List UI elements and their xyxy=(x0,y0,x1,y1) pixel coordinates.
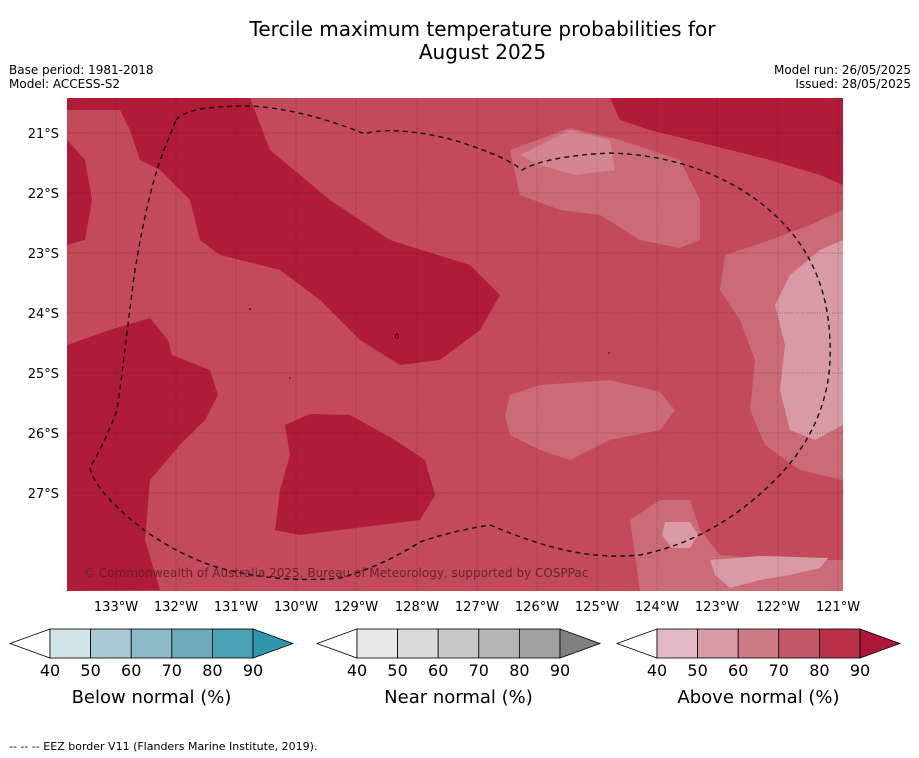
left-metadata: Base period: 1981-2018 Model: ACCESS-S2 xyxy=(9,63,154,91)
graticule xyxy=(67,98,843,591)
lon-label: 121°W xyxy=(816,600,860,615)
eez-border xyxy=(89,105,831,581)
colorbar-extend-low xyxy=(615,628,658,659)
colorbar-segment xyxy=(211,628,254,659)
copyright-notice: © Commonwealth of Australia 2025, Bureau… xyxy=(83,566,588,580)
model-name: Model: ACCESS-S2 xyxy=(9,77,121,91)
colorbar-label: Below normal (%) xyxy=(72,687,232,708)
colorbar-segment xyxy=(397,628,439,659)
colorbar-tick-label: 90 xyxy=(850,661,870,680)
colorbar: 40 50 60 70 80 90 Below normal (%) xyxy=(8,628,295,708)
field-60-70-mid xyxy=(505,380,675,460)
field-50-60-spot xyxy=(662,522,698,548)
colorbar-segment xyxy=(697,628,739,659)
colorbar-tick-label: 60 xyxy=(121,661,141,680)
colorbars: 40 50 60 70 80 90 Below normal (%) 40 50 60 70 80 90… xyxy=(8,628,902,708)
field-80-90-south xyxy=(275,414,435,535)
lon-label: 123°W xyxy=(695,600,739,615)
title-line-1: Tercile maximum temperature probabilitie… xyxy=(249,17,716,41)
colorbar-segment xyxy=(437,628,480,659)
colorbar-extend-high xyxy=(252,628,295,659)
colorbar-extend-high xyxy=(559,628,602,659)
field-70-80-spot-southeast xyxy=(700,440,735,478)
lon-label: 131°W xyxy=(214,600,258,615)
colorbar-label: Above normal (%) xyxy=(677,687,839,708)
colorbar-segment xyxy=(130,628,173,659)
lat-label: 21°S xyxy=(28,127,59,142)
colorbar-tick-label: 50 xyxy=(387,661,407,680)
lat-label: 23°S xyxy=(28,247,59,262)
field-80-90-west-edge xyxy=(67,140,92,245)
colorbar-tick-label: 40 xyxy=(647,661,667,680)
map-field xyxy=(67,98,843,591)
issued-date: Issued: 28/05/2025 xyxy=(795,77,911,91)
colorbar-segment xyxy=(478,628,520,659)
lat-label: 27°S xyxy=(28,487,59,502)
lat-label: 24°S xyxy=(28,307,59,322)
lon-label: 128°W xyxy=(395,600,439,615)
colorbar-tick-label: 40 xyxy=(347,661,367,680)
colorbar-segment xyxy=(519,628,561,659)
lon-label: 122°W xyxy=(756,600,800,615)
lon-label: 124°W xyxy=(635,600,679,615)
colorbar-extend-high xyxy=(859,628,902,659)
colorbar-tick-label: 90 xyxy=(550,661,570,680)
field-80-90-north xyxy=(67,98,500,365)
lon-label: 130°W xyxy=(274,600,318,615)
eez-footnote: -- -- -- EEZ border V11 (Flanders Marine… xyxy=(9,740,318,753)
colorbar-segment xyxy=(819,628,861,659)
colorbar-extend-low xyxy=(8,628,51,659)
field-50-60-north xyxy=(520,130,615,175)
field-80-90-northeast xyxy=(610,98,843,185)
lon-label: 133°W xyxy=(94,600,138,615)
colorbar-segment xyxy=(171,628,213,659)
base-period: Base period: 1981-2018 xyxy=(9,63,154,77)
lat-label: 26°S xyxy=(28,427,59,442)
colorbar-tick-label: 80 xyxy=(202,661,222,680)
field-80-90-west xyxy=(67,318,218,591)
colorbar: 40 50 60 70 80 90 Near normal (%) xyxy=(315,628,602,708)
colorbar-extend-low xyxy=(315,628,358,659)
chart-title: Tercile maximum temperature probabilitie… xyxy=(0,18,919,64)
lon-label: 127°W xyxy=(455,600,499,615)
colorbar-segment xyxy=(778,628,820,659)
right-metadata: Model run: 26/05/2025 Issued: 28/05/2025 xyxy=(774,63,911,91)
colorbar-tick-label: 70 xyxy=(769,661,789,680)
colorbar-tick-label: 80 xyxy=(509,661,529,680)
colorbar-segment xyxy=(737,628,780,659)
lat-label: 25°S xyxy=(28,367,59,382)
colorbar: 40 50 60 70 80 90 Above normal (%) xyxy=(615,628,902,708)
latitude-labels: 21°S 22°S 23°S 24°S 25°S 26°S 27°S xyxy=(28,127,59,502)
colorbar-label: Near normal (%) xyxy=(384,687,533,708)
colorbar-tick-label: 50 xyxy=(80,661,100,680)
colorbar-tick-label: 90 xyxy=(243,661,263,680)
colorbar-tick-label: 70 xyxy=(162,661,182,680)
lon-label: 132°W xyxy=(154,600,198,615)
colorbar-tick-label: 50 xyxy=(687,661,707,680)
colorbar-tick-label: 60 xyxy=(428,661,448,680)
title-line-2: August 2025 xyxy=(418,40,547,64)
colorbar-tick-label: 40 xyxy=(40,661,60,680)
lat-label: 22°S xyxy=(28,187,59,202)
model-run: Model run: 26/05/2025 xyxy=(773,63,911,77)
colorbar-tick-label: 70 xyxy=(469,661,489,680)
lon-label: 126°W xyxy=(515,600,559,615)
field-70-80-spot-east xyxy=(710,345,730,405)
colorbar-segment xyxy=(90,628,132,659)
colorbar-tick-label: 80 xyxy=(809,661,829,680)
colorbar-segment xyxy=(356,628,398,659)
colorbar-tick-label: 60 xyxy=(728,661,748,680)
islands xyxy=(249,308,610,379)
colorbar-segment xyxy=(49,628,91,659)
colorbar-segment xyxy=(656,628,698,659)
longitude-labels: 133°W 132°W 131°W 130°W 129°W 128°W 127°… xyxy=(94,600,860,615)
lon-label: 125°W xyxy=(575,600,619,615)
field-50-60-southeast xyxy=(710,556,828,588)
lon-label: 129°W xyxy=(334,600,378,615)
